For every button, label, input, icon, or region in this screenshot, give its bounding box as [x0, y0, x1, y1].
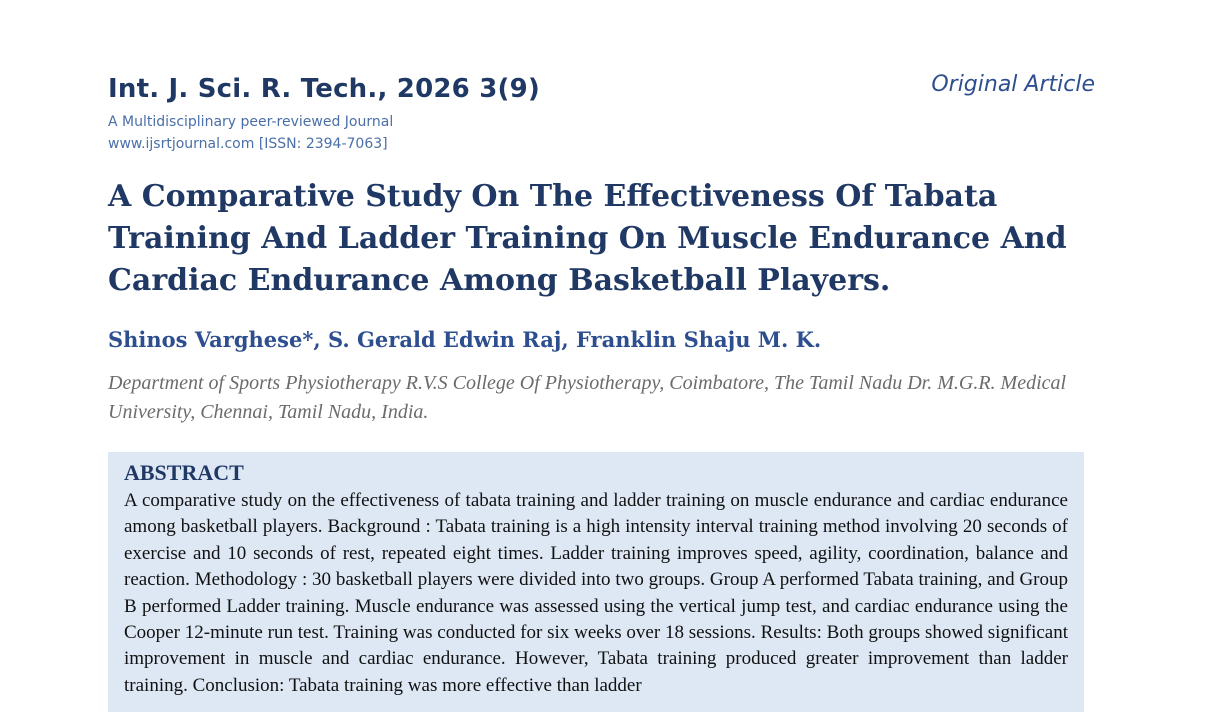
article-type-label: Original Article: [931, 72, 1095, 97]
journal-subtitle: A Multidisciplinary peer-reviewed Journa…: [108, 114, 394, 130]
journal-title: Int. J. Sci. R. Tech., 2026 3(9): [108, 74, 540, 104]
abstract-body: A comparative study on the effectiveness…: [124, 490, 1068, 696]
journal-url-issn: www.ijsrtjournal.com [ISSN: 2394-7063]: [108, 136, 388, 152]
affiliation: Department of Sports Physiotherapy R.V.S…: [108, 372, 1067, 423]
abstract-heading: ABSTRACT: [124, 460, 244, 485]
author-list: Shinos Varghese*, S. Gerald Edwin Raj, F…: [108, 327, 822, 352]
abstract-box: ABSTRACT A comparative study on the effe…: [108, 452, 1084, 712]
paper-title: A Comparative Study On The Effectiveness…: [108, 179, 1067, 298]
